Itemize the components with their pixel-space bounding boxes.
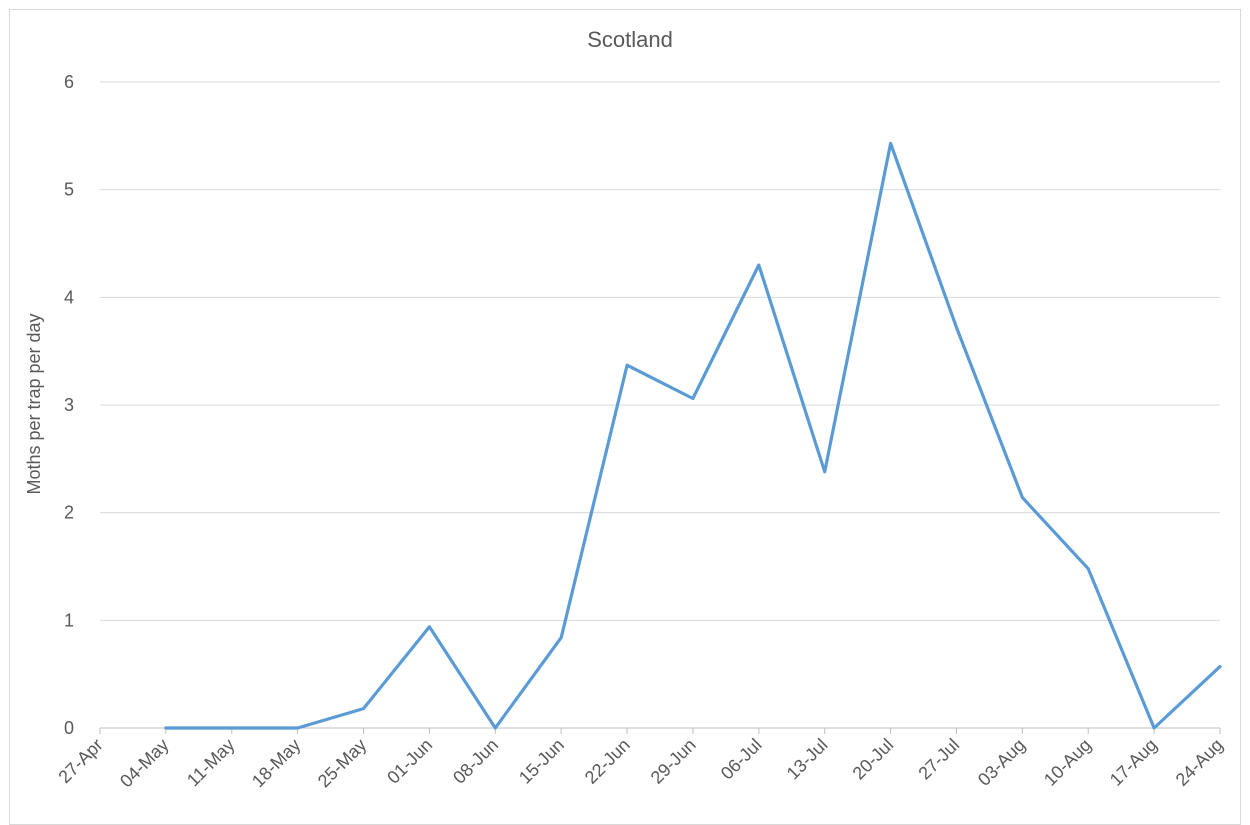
y-axis-ticks: 0 1 2 3 4 5 6 <box>64 72 74 738</box>
y-tick-label: 6 <box>64 72 74 92</box>
chart-frame <box>9 9 1241 825</box>
y-tick-label: 2 <box>64 503 74 523</box>
y-tick-label: 5 <box>64 180 74 200</box>
y-tick-label: 3 <box>64 395 74 415</box>
chart-title: Scotland <box>587 27 673 52</box>
y-axis-label: Moths per trap per day <box>24 313 44 494</box>
y-tick-label: 1 <box>64 610 74 630</box>
y-tick-label: 0 <box>64 718 74 738</box>
series-group <box>164 141 1222 730</box>
y-tick-label: 4 <box>64 287 74 307</box>
